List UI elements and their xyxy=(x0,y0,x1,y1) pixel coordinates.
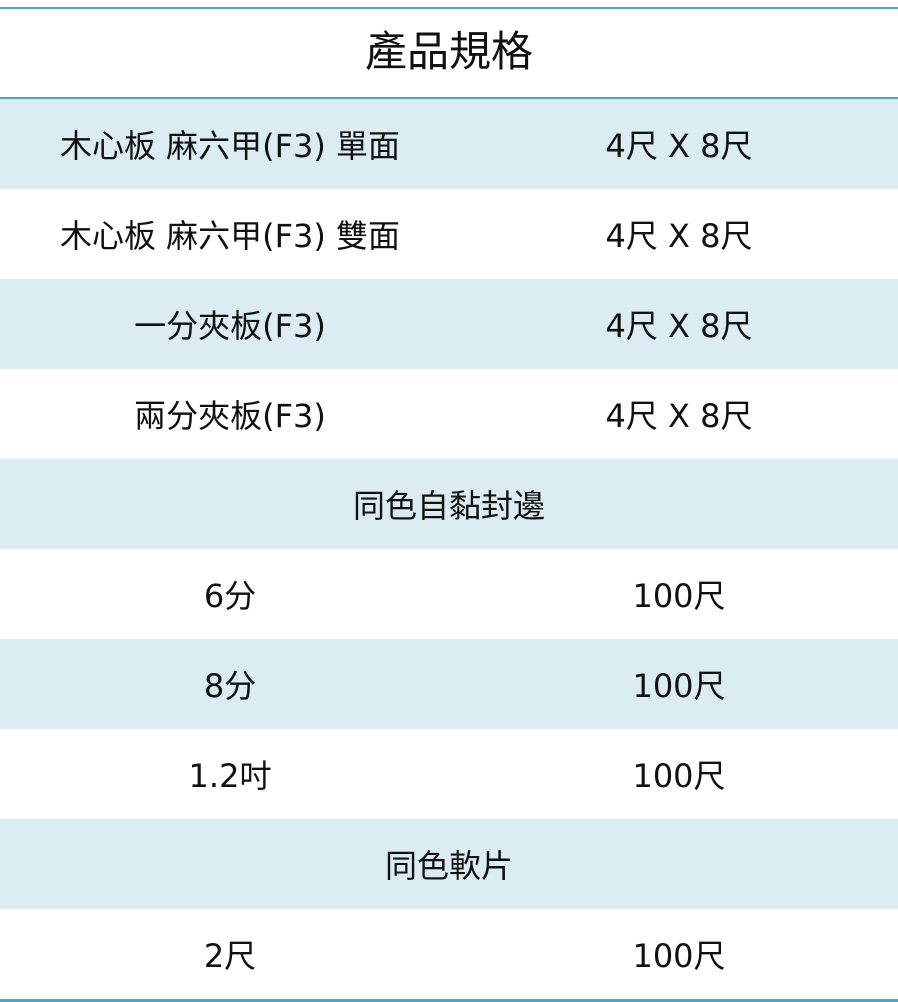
spec-name: 木心板 麻六甲(F3) 雙面 xyxy=(59,217,401,255)
spec-name: 木心板 麻六甲(F3) 單面 xyxy=(59,127,401,165)
section-title: 同色軟片 xyxy=(384,847,513,885)
spec-size: 100尺 xyxy=(632,667,726,705)
section-header: 同色自黏封邊 xyxy=(0,459,898,549)
table-row: 兩分夾板(F3) 4尺 X 8尺 xyxy=(0,369,898,459)
spec-size: 100尺 xyxy=(632,757,726,795)
spec-name: 兩分夾板(F3) xyxy=(134,397,326,435)
section-header: 同色軟片 xyxy=(0,819,898,909)
spec-name: 2尺 xyxy=(203,937,257,975)
table-title: 產品規格 xyxy=(0,9,898,99)
spec-name: 8分 xyxy=(203,667,257,705)
table-row: 1.2吋 100尺 xyxy=(0,729,898,819)
spec-name: 6分 xyxy=(203,577,257,615)
spec-size: 100尺 xyxy=(632,937,726,975)
section-title: 同色自黏封邊 xyxy=(352,487,545,525)
table-row: 2尺 100尺 xyxy=(0,909,898,999)
spec-name: 1.2吋 xyxy=(188,757,272,795)
table-row: 8分 100尺 xyxy=(0,639,898,729)
spec-size: 4尺 X 8尺 xyxy=(605,397,753,435)
table-row: 6分 100尺 xyxy=(0,549,898,639)
spec-size: 4尺 X 8尺 xyxy=(605,307,753,345)
table-row: 木心板 麻六甲(F3) 單面 4尺 X 8尺 xyxy=(0,99,898,189)
spec-table: 產品規格 木心板 麻六甲(F3) 單面 4尺 X 8尺 木心板 麻六甲(F3) 雙… xyxy=(0,7,898,1002)
spec-size: 100尺 xyxy=(632,577,726,615)
spec-size: 4尺 X 8尺 xyxy=(605,217,753,255)
table-row: 木心板 麻六甲(F3) 雙面 4尺 X 8尺 xyxy=(0,189,898,279)
spec-name: 一分夾板(F3) xyxy=(134,307,326,345)
table-row: 一分夾板(F3) 4尺 X 8尺 xyxy=(0,279,898,369)
spec-size: 4尺 X 8尺 xyxy=(605,127,753,165)
